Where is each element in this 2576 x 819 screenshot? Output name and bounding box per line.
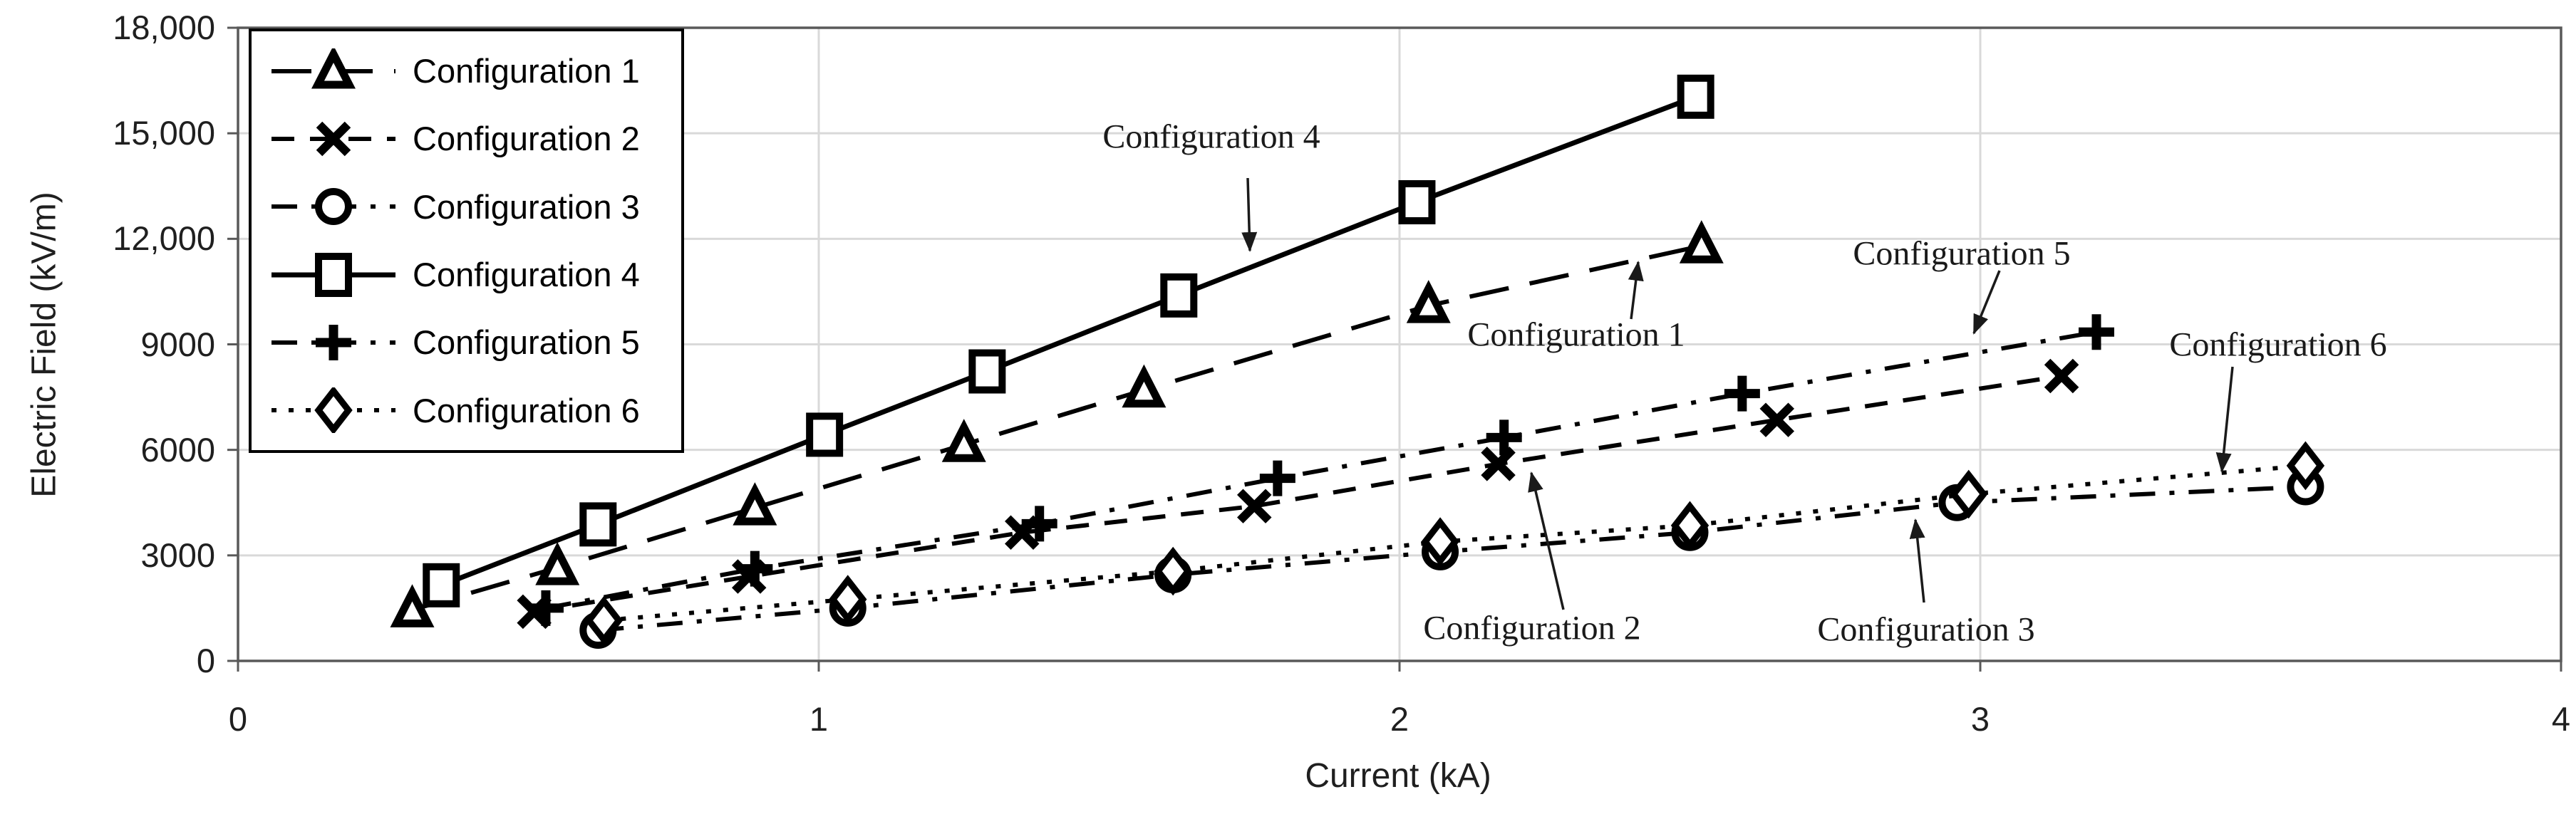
marker-triangle-configuration-1 [1679, 220, 1724, 264]
x-axis-title: Current (kA) [1305, 757, 1491, 795]
marker-square-configuration-4 [579, 502, 617, 547]
x-tick-label-2: 2 [1390, 700, 1409, 738]
annotation-arrows [1241, 177, 2234, 610]
marker-square-configuration-4 [1160, 273, 1198, 318]
marker-plus-configuration-5 [527, 590, 564, 626]
marker-x-configuration-2 [1759, 402, 1794, 437]
marker-diamond-configuration-6 [829, 575, 867, 624]
marker-triangle-configuration-1 [535, 542, 580, 585]
series-lines [390, 74, 2325, 650]
marker-square-configuration-4 [1677, 74, 1714, 119]
legend-marker-square-icon [271, 252, 395, 297]
legend-item-configuration-6: Configuration 6 [266, 387, 681, 434]
annotation-label-configuration-1: Configuration 1 [1467, 315, 1685, 354]
x-tick-label-0: 0 [228, 700, 248, 738]
marker-square-configuration-4 [968, 349, 1006, 394]
axis-frame [227, 26, 2562, 672]
marker-plus-configuration-5 [1486, 419, 1522, 456]
marker-square-configuration-4 [806, 412, 844, 457]
marker-x-configuration-2 [2044, 358, 2079, 394]
legend-label: Configuration 1 [413, 52, 640, 90]
legend-marker-circle-icon [271, 188, 395, 226]
legend-marker-glyph [316, 324, 351, 360]
y-tick-label-0: 0 [196, 642, 215, 679]
marker-triangle-configuration-1 [1406, 280, 1451, 323]
legend-marker-triangle-icon [271, 48, 395, 89]
legend-item-configuration-1: Configuration 1 [266, 48, 681, 94]
marker-plus-configuration-5 [1724, 375, 1760, 412]
annotation-arrow-configuration-1 [1628, 261, 1644, 320]
legend-marker-plus-icon [271, 324, 395, 360]
x-tick-label-1: 1 [809, 700, 829, 738]
legend-label: Configuration 4 [413, 256, 640, 294]
annotation-label-configuration-6: Configuration 6 [2169, 325, 2387, 364]
y-tick-label-15000: 15,000 [113, 114, 215, 152]
marker-plus-configuration-5 [737, 551, 773, 587]
legend-label: Configuration 5 [413, 323, 640, 362]
legend-marker-x-icon [271, 121, 395, 157]
annotation-label-configuration-3: Configuration 3 [1817, 610, 2035, 649]
annotation-label-configuration-4: Configuration 4 [1102, 118, 1320, 156]
annotation-arrow-configuration-4 [1241, 177, 1258, 252]
legend-item-configuration-2: Configuration 2 [266, 116, 681, 162]
annotation-arrow-configuration-3 [1909, 518, 1925, 603]
marker-diamond-configuration-6 [1949, 469, 1988, 519]
marker-square-configuration-4 [423, 563, 460, 607]
marker-x-configuration-2 [1237, 489, 1272, 523]
legend-marker-diamond-icon [271, 387, 395, 434]
legend-label: Configuration 2 [413, 120, 640, 158]
y-tick-label-9000: 9000 [140, 325, 215, 363]
y-axis-title: Electric Field (kV/m) [25, 192, 63, 498]
legend-item-configuration-5: Configuration 5 [266, 320, 681, 365]
marker-square-configuration-4 [1398, 179, 1436, 224]
legend-label: Configuration 6 [413, 391, 640, 429]
marker-triangle-configuration-1 [1122, 364, 1167, 408]
marker-diamond-configuration-6 [1670, 501, 1709, 551]
legend: Configuration 1 Configuration 2 Configurat… [249, 28, 684, 453]
marker-diamond-configuration-6 [1421, 517, 1459, 566]
y-tick-label-3000: 3000 [140, 536, 215, 574]
x-tick-label-3: 3 [1970, 700, 1990, 738]
annotation-arrow-configuration-5 [1972, 270, 2001, 335]
legend-marker-glyph [316, 121, 351, 157]
y-tick-label-18000: 18,000 [113, 9, 215, 46]
legend-label: Configuration 3 [413, 187, 640, 226]
annotation-label-configuration-2: Configuration 2 [1423, 609, 1641, 647]
y-tick-label-12000: 12,000 [113, 219, 215, 258]
marker-triangle-configuration-1 [941, 419, 986, 462]
marker-plus-configuration-5 [1021, 506, 1057, 542]
legend-item-configuration-3: Configuration 3 [266, 184, 681, 229]
marker-diamond-configuration-6 [1154, 546, 1192, 596]
marker-diamond-configuration-6 [2286, 441, 2325, 491]
marker-diamond-configuration-6 [584, 595, 624, 645]
marker-plus-configuration-5 [1259, 460, 1295, 496]
annotation-arrow-configuration-2 [1528, 471, 1565, 610]
legend-item-configuration-4: Configuration 4 [266, 252, 681, 298]
marker-triangle-configuration-1 [390, 584, 435, 627]
annotation-arrow-configuration-6 [2215, 366, 2234, 473]
annotation-label-configuration-5: Configuration 5 [1853, 234, 2071, 273]
legend-marker-glyph [315, 252, 352, 297]
x-tick-label-4: 4 [2551, 700, 2571, 738]
y-tick-label-6000: 6000 [140, 430, 215, 469]
series-line-configuration-2 [534, 373, 2062, 614]
legend-marker-glyph [311, 48, 356, 89]
marker-triangle-configuration-1 [733, 482, 777, 526]
legend-marker-glyph [314, 387, 353, 434]
legend-marker-glyph [315, 188, 352, 226]
series-line-configuration-5 [545, 330, 2097, 610]
marker-plus-configuration-5 [2079, 314, 2114, 350]
